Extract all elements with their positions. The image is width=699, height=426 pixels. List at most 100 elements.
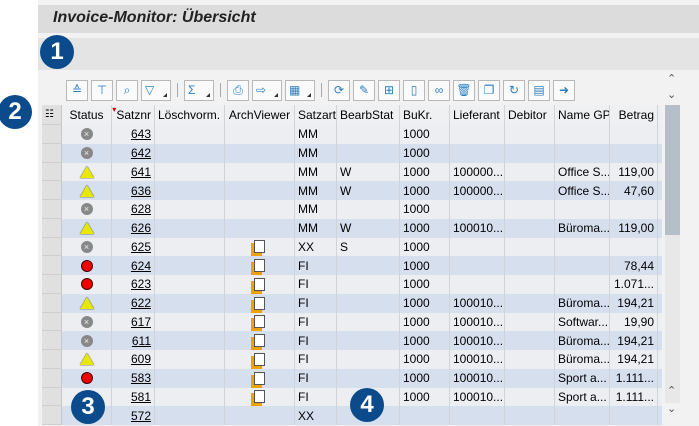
table-row[interactable]: 626 MM W 1000 100010... Büroma... 119,00	[42, 218, 662, 238]
scroll-up-icon[interactable]: ⌃	[667, 73, 677, 85]
archive-document-icon[interactable]	[254, 334, 265, 348]
align-button[interactable]: ≙	[66, 79, 88, 101]
filter-button[interactable]: ⊤	[91, 79, 113, 101]
table-row[interactable]: × 617 FI 1000 100010... Softwar... 19,90	[42, 312, 662, 332]
archive-document-icon[interactable]	[254, 390, 265, 404]
table-row[interactable]: × 625 XX S 1000	[42, 237, 662, 257]
table-row[interactable]: × 643 MM 1000	[42, 125, 662, 144]
satznr-link[interactable]: 641	[130, 164, 151, 179]
name-cell	[555, 275, 610, 294]
row-selector[interactable]	[42, 275, 62, 294]
set-filter-button[interactable]: ▽	[141, 79, 171, 101]
row-selector[interactable]	[42, 125, 62, 144]
find-button[interactable]: ⌕	[116, 79, 138, 101]
refresh-button[interactable]: ↻	[503, 79, 525, 101]
table-row[interactable]: × 642 MM 1000	[42, 143, 662, 163]
table-row[interactable]: 622 FI 1000 100010... Büroma... 194,21	[42, 293, 662, 313]
table-row[interactable]: 609 FI 1000 100010... Büroma... 194,21	[42, 350, 662, 369]
satznr-link[interactable]: 642	[130, 146, 151, 161]
row-selector[interactable]	[42, 143, 62, 163]
display-button[interactable]: ∞	[428, 79, 450, 101]
table-row[interactable]: 636 MM W 1000 100000... Office S... 47,60	[42, 181, 662, 200]
row-selector[interactable]	[42, 331, 62, 350]
column-header[interactable]: Status	[62, 105, 112, 125]
row-selector[interactable]	[42, 368, 62, 388]
table-scroll-down-icon[interactable]: ⌄	[667, 403, 677, 415]
row-selector[interactable]	[42, 181, 62, 200]
row-selector[interactable]	[42, 387, 62, 407]
loeschvorm-cell	[155, 237, 225, 257]
row-selector[interactable]	[42, 162, 62, 182]
table-row[interactable]: 583 FI 1000 100010... Sport a... 1.111...	[42, 368, 662, 388]
row-selector[interactable]	[42, 293, 62, 313]
calendar-button[interactable]: ▤	[528, 79, 550, 101]
satznr-link[interactable]: 625	[130, 239, 151, 254]
copy-button[interactable]: ❐	[478, 79, 500, 101]
satznr-link[interactable]: 626	[130, 221, 151, 236]
row-selector[interactable]	[42, 256, 62, 275]
satznr-link[interactable]: 572	[130, 408, 151, 423]
archive-document-icon[interactable]	[254, 315, 265, 329]
column-header[interactable]: BuKr.	[400, 105, 450, 125]
archive-document-icon[interactable]	[254, 240, 265, 254]
row-selector[interactable]	[42, 406, 62, 425]
table-scroll-up-icon[interactable]: ⌃	[667, 385, 677, 397]
archive-document-icon[interactable]	[254, 277, 265, 291]
table-row[interactable]: × 611 FI 1000 100010... Büroma... 194,21	[42, 331, 662, 350]
structure-button[interactable]: ⊞	[378, 79, 400, 101]
column-header[interactable]: Betrag	[610, 105, 658, 125]
forward-button[interactable]: ➜	[553, 79, 575, 101]
lief-cell	[450, 275, 505, 294]
satznr-link[interactable]: 609	[130, 352, 151, 367]
satznr-link[interactable]: 636	[130, 183, 151, 198]
delete-button[interactable]: 🗑	[453, 79, 475, 101]
loeschvorm-cell	[155, 200, 225, 219]
satznr-link[interactable]: 643	[130, 127, 151, 142]
column-header[interactable]: Satzart	[295, 105, 337, 125]
satznr-link[interactable]: 581	[130, 389, 151, 404]
satznr-link[interactable]: 623	[130, 277, 151, 292]
layout-menu-icon[interactable]: ☷	[42, 105, 62, 125]
column-header[interactable]: ArchViewer	[225, 105, 295, 125]
satznr-link[interactable]: 624	[130, 258, 151, 273]
satznr-link[interactable]: 611	[131, 333, 151, 348]
export-button[interactable]: ⇨	[252, 79, 282, 101]
vertical-scrollbar[interactable]	[665, 105, 680, 403]
row-selector[interactable]	[42, 200, 62, 219]
new-document-button[interactable]: ▯	[403, 79, 425, 101]
table-row[interactable]: 624 FI 1000 78,44	[42, 256, 662, 275]
layout-button[interactable]: ▦	[285, 79, 315, 101]
table-row[interactable]: × 628 MM 1000	[42, 200, 662, 219]
print-button[interactable]: ⎙	[227, 79, 249, 101]
archive-document-icon[interactable]	[254, 259, 265, 273]
row-selector[interactable]	[42, 218, 62, 238]
archive-document-icon[interactable]	[254, 352, 265, 366]
archive-document-icon[interactable]	[254, 296, 265, 310]
row-selector[interactable]	[42, 237, 62, 257]
satznr-link[interactable]: 617	[130, 314, 151, 329]
table-row[interactable]: 572 XX	[42, 406, 662, 425]
status-cell	[62, 293, 112, 313]
status-change-button[interactable]: ⟳	[328, 79, 350, 101]
edit-button[interactable]: ✎	[353, 79, 375, 101]
table-row[interactable]: 641 MM W 1000 100000... Office S... 119,00	[42, 162, 662, 182]
archive-document-icon[interactable]	[254, 371, 265, 385]
column-header[interactable]: Lieferant	[450, 105, 505, 125]
sum-button[interactable]: Σ	[184, 79, 214, 101]
row-selector[interactable]	[42, 350, 62, 369]
satznr-link[interactable]: 622	[130, 296, 151, 311]
satznr-link[interactable]: 583	[130, 371, 151, 386]
column-header[interactable]: Löschvorm.	[155, 105, 225, 125]
satznr-link[interactable]: 628	[130, 202, 151, 217]
scroll-down-icon[interactable]: ⌄	[667, 89, 677, 101]
table-row[interactable]: 623 FI 1000 1.071...	[42, 275, 662, 294]
column-header[interactable]: ▾ Satznr	[112, 105, 155, 125]
scrollbar-thumb[interactable]	[665, 105, 680, 235]
column-header[interactable]: Debitor	[505, 105, 555, 125]
deb-cell	[505, 125, 555, 144]
calendar-icon: ▤	[533, 83, 545, 97]
row-selector[interactable]	[42, 312, 62, 332]
column-header[interactable]: Name GP	[555, 105, 610, 125]
column-header[interactable]: BearbStat	[337, 105, 400, 125]
status-cell	[62, 275, 112, 294]
